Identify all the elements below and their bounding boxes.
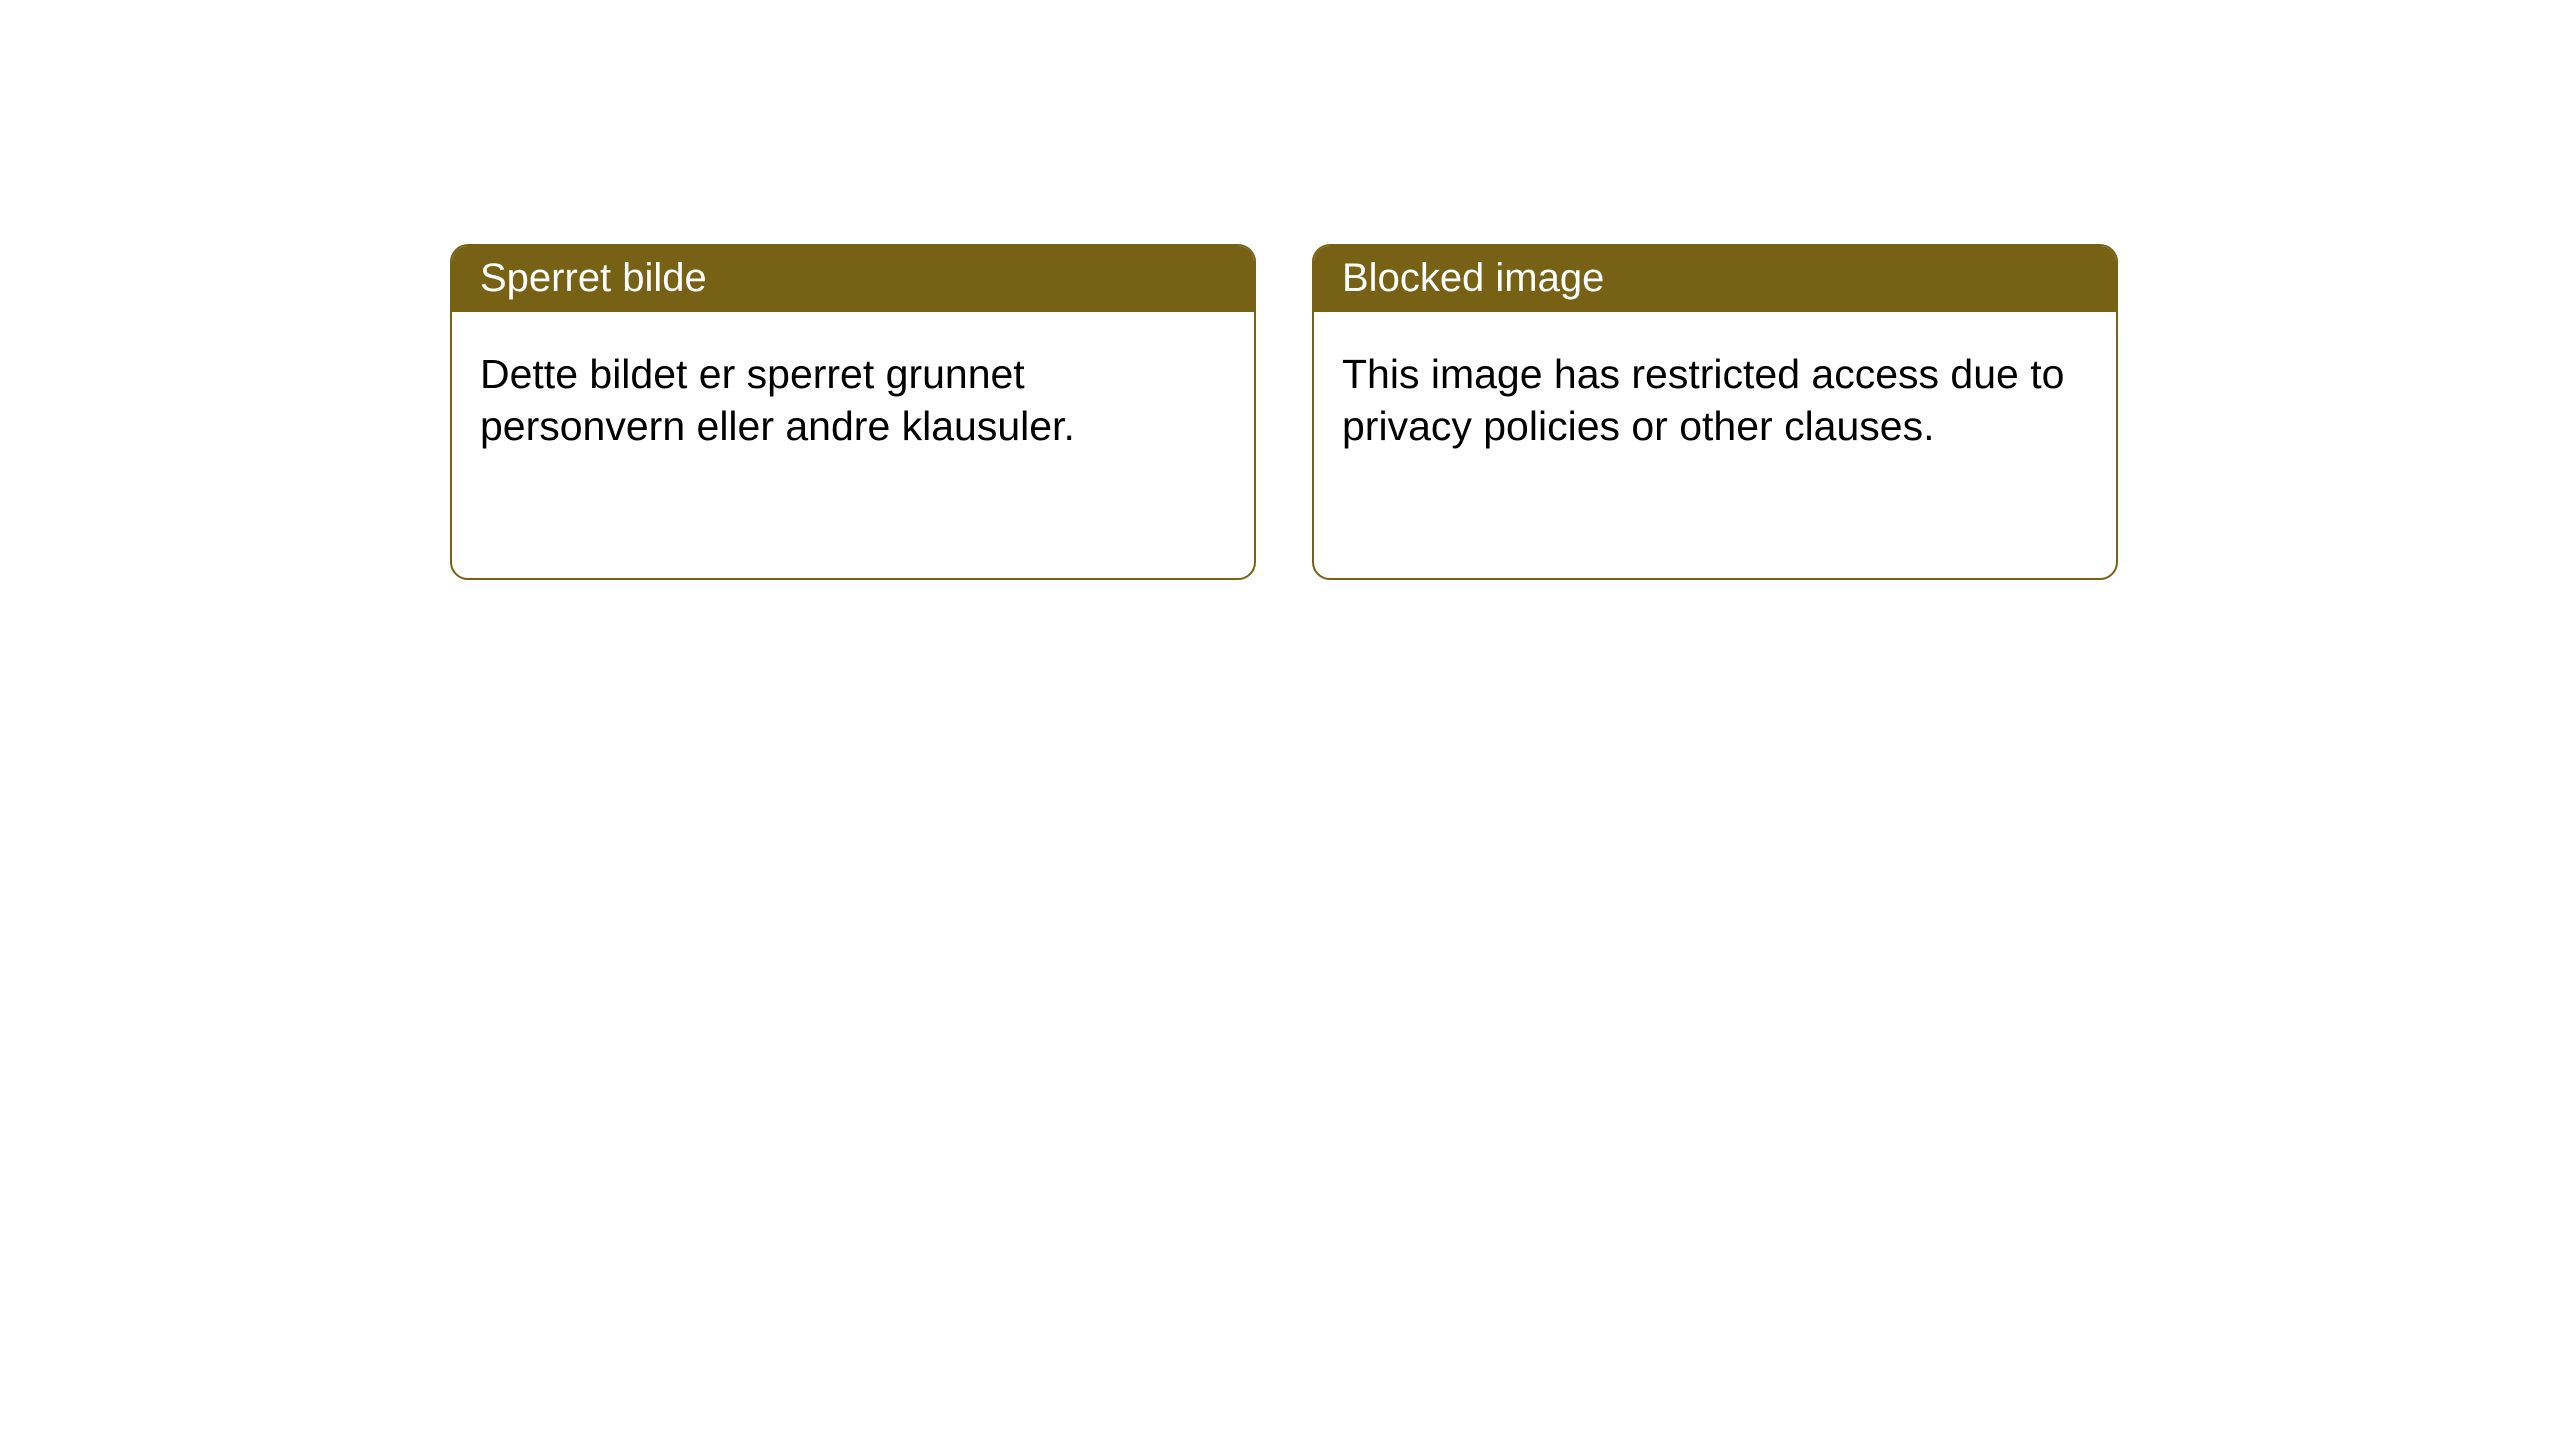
- card-header-norwegian: Sperret bilde: [452, 246, 1254, 312]
- blocked-image-card-english: Blocked image This image has restricted …: [1312, 244, 2118, 580]
- card-body-english: This image has restricted access due to …: [1314, 312, 2116, 481]
- notice-container: Sperret bilde Dette bildet er sperret gr…: [0, 0, 2560, 580]
- card-body-norwegian: Dette bildet er sperret grunnet personve…: [452, 312, 1254, 481]
- card-header-english: Blocked image: [1314, 246, 2116, 312]
- blocked-image-card-norwegian: Sperret bilde Dette bildet er sperret gr…: [450, 244, 1256, 580]
